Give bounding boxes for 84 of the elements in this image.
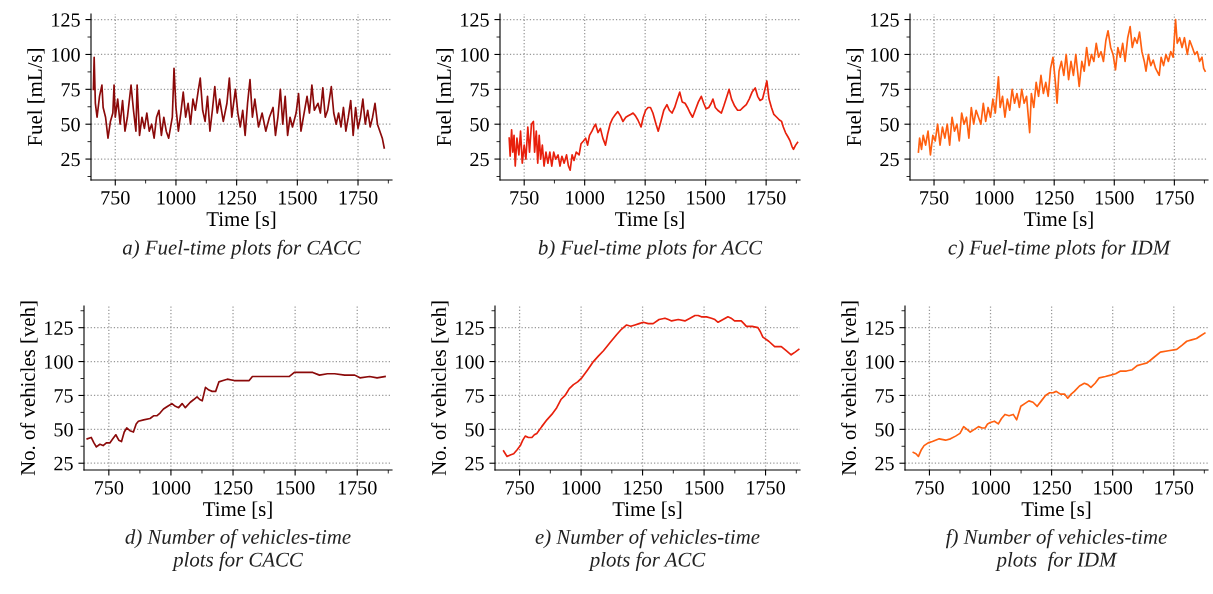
line-series [912, 332, 1206, 458]
line-series [502, 314, 800, 458]
y-tick-label: 100 [866, 355, 894, 369]
y-tick-label: 75 [61, 83, 80, 97]
line-series [86, 371, 386, 448]
x-tick-label: 1000 [972, 481, 1010, 495]
x-tick-label: 1000 [562, 481, 601, 495]
line-series [92, 56, 386, 149]
text: e) Number of vehicles-time plots for ACC [535, 529, 760, 571]
x-tick-label: 1500 [278, 191, 317, 205]
y-tick-label: 125 [871, 13, 899, 27]
y-tick-label: 125 [461, 13, 489, 27]
x-tick-label: 1750 [339, 191, 378, 205]
y-tick-label: 100 [456, 355, 484, 369]
y-axis-title: Fuel [mL/s] [436, 49, 454, 146]
x-tick-label: 1750 [1155, 481, 1194, 495]
y-tick-label: 100 [52, 48, 80, 62]
text: f) Number of vehicles-time plots for IDM [945, 529, 1167, 571]
text: d) Number of vehicles-time plots for CACC [125, 529, 351, 571]
x-tick-label: 1750 [747, 191, 786, 205]
x-tick-label: 750 [95, 481, 124, 495]
text: b) Fuel-time plots for ACC [538, 239, 763, 259]
y-tick-label: 125 [45, 321, 73, 335]
x-tick-label: 1500 [685, 481, 724, 495]
text: a) Fuel-time plots for CACC [122, 239, 361, 259]
x-tick-label: 1500 [687, 191, 726, 205]
x-tick-label: 1500 [1095, 191, 1134, 205]
y-tick-label: 100 [871, 48, 899, 62]
y-tick-label: 25 [470, 152, 489, 167]
x-tick-label: 1500 [276, 481, 315, 495]
x-tick-label: 1000 [975, 191, 1014, 205]
y-tick-label: 75 [54, 389, 73, 403]
y-tick-label: 50 [54, 422, 73, 437]
x-tick-label: 750 [505, 481, 534, 495]
x-tick-label: 1750 [747, 481, 785, 495]
y-tick-label: 125 [52, 13, 80, 27]
y-tick-label: 50 [465, 422, 484, 437]
text: c) Fuel-time plots for IDM [948, 239, 1172, 259]
y-tick-label: 50 [875, 422, 894, 437]
x-tick-label: 1750 [1155, 191, 1194, 205]
x-tick-label: 750 [915, 481, 944, 495]
y-tick-label: 100 [461, 48, 489, 62]
x-axis-title: Time [s] [206, 211, 276, 229]
x-tick-label: 750 [920, 191, 949, 205]
x-tick-label: 750 [510, 191, 539, 205]
y-tick-label: 75 [875, 389, 894, 403]
x-axis-title: Time [s] [615, 211, 684, 229]
x-tick-label: 750 [101, 191, 130, 205]
y-tick-label: 100 [45, 355, 73, 369]
y-axis-title: No. of vehicles [veh] [431, 301, 449, 476]
y-axis-title: Fuel [mL/s] [846, 49, 864, 146]
x-tick-label: 1500 [1094, 481, 1133, 495]
y-tick-label: 125 [866, 321, 894, 335]
x-tick-label: 1250 [626, 191, 665, 205]
x-axis-title: Time [s] [1024, 211, 1093, 229]
y-axis-title: No. of vehicles [veh] [841, 301, 859, 476]
x-tick-label: 1000 [152, 481, 191, 495]
x-tick-label: 1250 [1035, 191, 1074, 205]
y-tick-label: 50 [470, 117, 489, 132]
y-tick-label: 75 [880, 83, 899, 97]
x-axis-title: Time [s] [203, 501, 272, 519]
y-tick-label: 25 [54, 456, 73, 471]
x-tick-label: 1250 [624, 481, 662, 495]
x-tick-label: 1250 [218, 191, 257, 205]
line-series [917, 18, 1206, 156]
y-tick-label: 75 [470, 83, 489, 97]
y-tick-label: 75 [465, 389, 484, 403]
y-tick-label: 125 [456, 321, 484, 335]
y-tick-label: 25 [875, 456, 894, 471]
y-tick-label: 25 [61, 152, 80, 167]
x-axis-title: Time [s] [612, 501, 682, 519]
y-axis-title: No. of vehicles [veh] [20, 301, 38, 476]
x-tick-label: 1250 [214, 481, 253, 495]
x-tick-label: 1000 [566, 191, 605, 205]
y-tick-label: 50 [61, 117, 80, 132]
y-tick-label: 25 [880, 152, 899, 167]
x-axis-title: Time [s] [1021, 501, 1091, 519]
line-series [508, 80, 799, 172]
y-tick-label: 50 [880, 117, 899, 132]
y-tick-label: 25 [465, 456, 484, 471]
x-tick-label: 1000 [157, 191, 196, 205]
x-tick-label: 1750 [338, 481, 377, 495]
x-tick-label: 1250 [1033, 481, 1071, 495]
y-axis-title: Fuel [mL/s] [27, 49, 45, 146]
